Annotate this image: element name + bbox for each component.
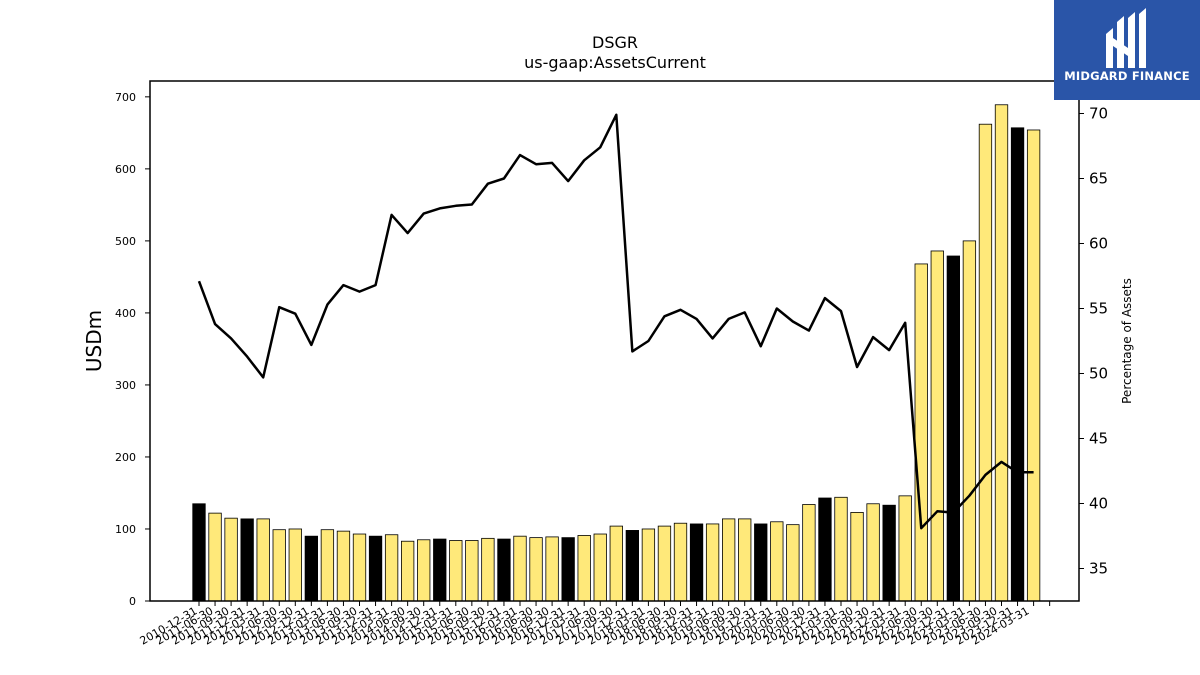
y-tick-label: 600	[115, 163, 136, 176]
bar	[577, 535, 591, 602]
bar	[368, 535, 383, 602]
bar	[673, 522, 688, 602]
bar	[240, 518, 254, 602]
bar	[962, 240, 977, 602]
bar	[208, 512, 222, 602]
y2-tick-label: 60	[1089, 235, 1108, 253]
brand-logo: MIDGARD FINANCE	[1054, 0, 1200, 100]
bar	[786, 524, 800, 602]
plot-frame	[149, 80, 1080, 602]
bar	[561, 537, 575, 602]
bar	[994, 104, 1009, 602]
y-tick-label: 0	[129, 595, 136, 608]
bar	[497, 538, 511, 602]
bar	[256, 518, 270, 602]
logo-text: MIDGARD FINANCE	[1064, 69, 1190, 83]
bar	[352, 533, 367, 602]
y2-tick-label: 50	[1089, 365, 1108, 383]
bar	[978, 123, 993, 602]
y-tick-label: 400	[115, 307, 136, 320]
bar	[433, 538, 447, 602]
y2-tick-label: 45	[1089, 430, 1108, 448]
bar-series	[192, 104, 1041, 602]
bar	[400, 540, 415, 602]
y2-tick-label: 40	[1089, 495, 1108, 513]
bar	[898, 495, 912, 602]
bar	[802, 504, 816, 602]
y-tick-label: 500	[115, 235, 136, 248]
y2-axis-label: Percentage of Assets	[1120, 278, 1134, 404]
y2-tick-label: 55	[1089, 300, 1108, 318]
y-tick-label: 700	[115, 91, 136, 104]
bar	[465, 540, 479, 602]
bar	[738, 518, 752, 602]
bar	[705, 523, 720, 602]
y-tick-label: 300	[115, 379, 136, 392]
bar	[625, 530, 639, 602]
bar	[320, 529, 335, 602]
bar	[850, 512, 864, 602]
chart-title: DSGR	[592, 33, 638, 52]
y2-tick-label: 70	[1089, 105, 1108, 123]
right-axis: 35 40 45 50 55 60 65 70	[1079, 105, 1108, 578]
bar	[224, 517, 238, 602]
bar	[834, 496, 848, 602]
bar	[384, 534, 399, 602]
bar	[513, 535, 527, 602]
x-axis: 2010-12-312011-06-302011-09-302011-12-31…	[138, 601, 1051, 648]
bar	[657, 525, 672, 602]
bar	[770, 521, 784, 602]
bar	[946, 255, 960, 602]
y-axis-label: USDm	[82, 310, 106, 372]
bar	[449, 540, 463, 602]
bar	[288, 528, 302, 602]
y2-tick-label: 35	[1089, 560, 1108, 578]
bar	[272, 529, 286, 602]
bar	[914, 263, 928, 602]
bar	[722, 518, 736, 602]
bar	[1026, 129, 1041, 602]
bar	[930, 250, 944, 602]
chart-subtitle: us-gaap:AssetsCurrent	[524, 53, 706, 72]
bar	[609, 525, 623, 602]
bar	[481, 537, 495, 602]
bar	[641, 528, 656, 602]
percentage-line	[197, 113, 1034, 530]
y2-tick-label: 65	[1089, 170, 1108, 188]
line-series	[197, 113, 1034, 530]
bar	[866, 503, 880, 602]
bar	[529, 537, 543, 602]
y-tick-label: 200	[115, 451, 136, 464]
y-tick-label: 100	[115, 523, 136, 536]
bar	[593, 533, 607, 602]
logo-mark-icon	[1106, 8, 1146, 68]
bar	[689, 523, 704, 602]
bar	[882, 504, 896, 602]
bar	[545, 536, 559, 602]
bar	[304, 535, 319, 602]
left-axis: 0 100 200 300 400 500 600 700	[115, 91, 150, 608]
bar	[336, 530, 351, 602]
bar	[818, 497, 832, 602]
bar	[754, 523, 768, 602]
bar	[417, 539, 431, 602]
bar	[192, 503, 206, 602]
bar	[1010, 127, 1025, 602]
